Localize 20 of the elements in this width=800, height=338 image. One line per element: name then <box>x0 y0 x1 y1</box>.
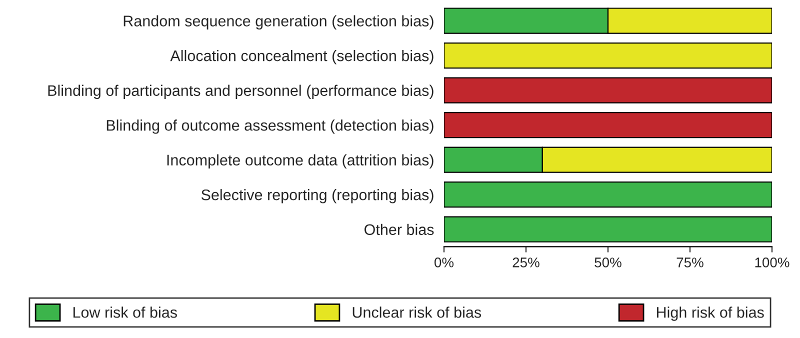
y-tick-label: Blinding of outcome assessment (detection bias) <box>106 120 434 134</box>
x-tick-label: 50% <box>594 258 622 268</box>
bar <box>444 112 772 138</box>
x-tick-label: 75% <box>676 258 704 268</box>
legend-label: Unclear risk of bias <box>352 306 482 318</box>
bar <box>444 77 772 104</box>
y-tick-label: Allocation concealment (selection bias) <box>170 50 434 64</box>
y-tick-label: Selective reporting (reporting bias) <box>201 189 434 204</box>
bar <box>444 182 772 208</box>
y-tick-label: Blinding of participants and personnel (performance bias) <box>48 84 434 99</box>
y-tick-label: Random sequence generation (selection bias) <box>124 15 434 30</box>
legend-label: High risk of bias <box>657 306 764 321</box>
x-tick-label: 100% <box>755 258 790 268</box>
bar <box>444 216 772 242</box>
x-tick-label: 0% <box>434 258 454 268</box>
y-tick-label: Other bias <box>364 224 434 236</box>
y-tick-label: Incomplete outcome data (attrition bias) <box>167 154 434 169</box>
x-tick-label: 25% <box>512 258 540 268</box>
bar <box>444 42 772 69</box>
legend-label: Low risk of bias <box>73 306 177 318</box>
